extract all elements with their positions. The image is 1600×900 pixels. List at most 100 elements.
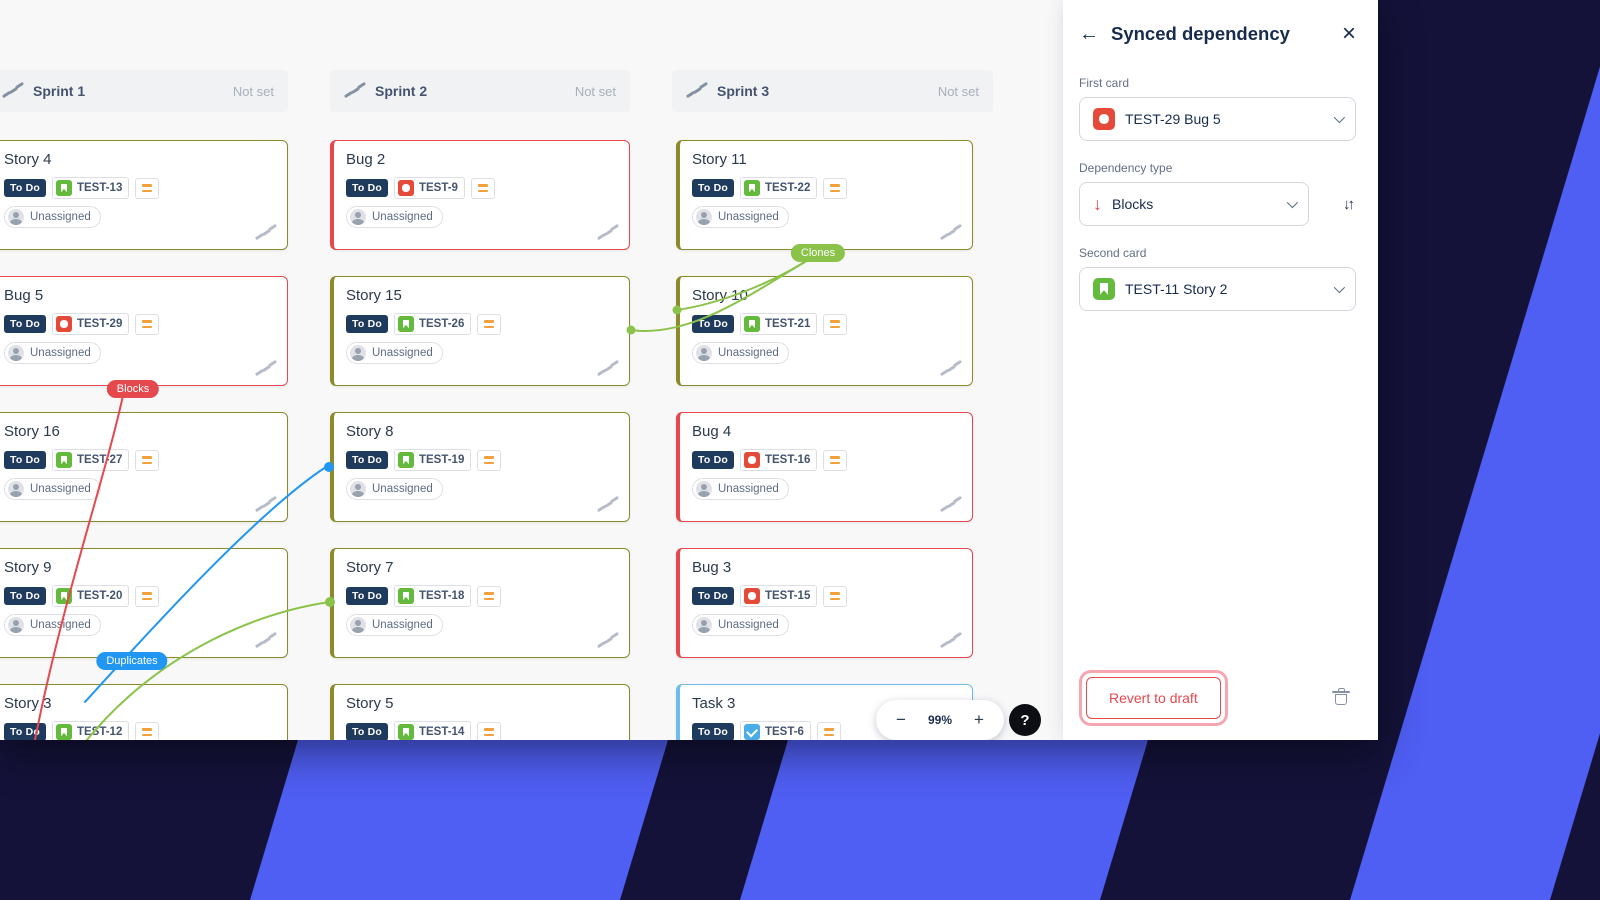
card-title: Story 5 xyxy=(346,695,394,712)
zoom-level: 99% xyxy=(927,713,953,727)
chevron-down-icon xyxy=(1333,111,1346,124)
card-bug-2[interactable]: Bug 2 To Do TEST-9 Unassigned xyxy=(330,140,630,250)
sprint-icon xyxy=(596,631,620,649)
close-icon[interactable]: × xyxy=(1341,20,1356,47)
story-icon xyxy=(743,316,760,332)
blocks-arrow-icon: ↓ xyxy=(1093,194,1102,214)
issue-key-chip: TEST-20 xyxy=(51,585,130,607)
sprint-icon xyxy=(939,495,963,513)
assignee-chip: Unassigned xyxy=(692,478,789,500)
zoom-in-button[interactable]: + xyxy=(974,710,984,729)
second-card-value: TEST-11 Story 2 xyxy=(1125,281,1228,297)
assignee-chip: Unassigned xyxy=(346,614,443,636)
bug-icon xyxy=(1093,108,1115,130)
card-title: Story 9 xyxy=(4,559,52,576)
first-card-select[interactable]: TEST-29 Bug 5 xyxy=(1079,97,1356,141)
card-story-16[interactable]: Story 16 To Do TEST-27 Unassigned xyxy=(0,412,288,522)
priority-medium-icon xyxy=(477,313,502,335)
chevron-down-icon xyxy=(1333,281,1346,294)
dependency-type-value: Blocks xyxy=(1112,196,1154,212)
app-window: Sprint 1 Not set Sprint 2 Not set Sprint… xyxy=(0,0,1378,740)
story-icon xyxy=(55,180,72,196)
sprint-icon xyxy=(939,359,963,377)
card-story-9[interactable]: Story 9 To Do TEST-20 Unassigned xyxy=(0,548,288,658)
card-story-7[interactable]: Story 7 To Do TEST-18 Unassigned xyxy=(330,548,630,658)
priority-medium-icon xyxy=(477,449,502,471)
card-title: Story 7 xyxy=(346,559,394,576)
card-title: Story 10 xyxy=(692,287,748,304)
assignee-chip: Unassigned xyxy=(4,478,101,500)
issue-key-chip: TEST-19 xyxy=(393,449,472,471)
swap-direction-icon[interactable]: ↓↑ xyxy=(1343,195,1355,213)
issue-key-chip: TEST-26 xyxy=(393,313,472,335)
link-label-duplicates[interactable]: Duplicates xyxy=(96,652,168,670)
card-story-8[interactable]: Story 8 To Do TEST-19 Unassigned xyxy=(330,412,630,522)
card-story-5[interactable]: Story 5 To Do TEST-14 Unassigned xyxy=(330,684,630,740)
sprint-icon xyxy=(685,81,709,99)
story-icon xyxy=(397,452,414,468)
priority-medium-icon xyxy=(823,313,848,335)
priority-medium-icon xyxy=(135,177,160,199)
card-story-10[interactable]: Story 10 To Do TEST-21 Unassigned xyxy=(676,276,973,386)
sprint-icon xyxy=(596,495,620,513)
status-badge: To Do xyxy=(692,451,734,469)
card-bug-5[interactable]: Bug 5 To Do TEST-29 Unassigned xyxy=(0,276,288,386)
card-story-11[interactable]: Story 11 To Do TEST-22 Unassigned xyxy=(676,140,973,250)
story-icon xyxy=(397,316,414,332)
help-button[interactable]: ? xyxy=(1009,704,1041,736)
trash-icon[interactable] xyxy=(1332,688,1350,708)
status-badge: To Do xyxy=(346,179,388,197)
assignee-chip: Unassigned xyxy=(346,206,443,228)
back-arrow-icon[interactable]: ← xyxy=(1079,22,1099,45)
bug-icon xyxy=(397,180,414,196)
avatar-icon xyxy=(696,481,712,497)
card-story-15[interactable]: Story 15 To Do TEST-26 Unassigned xyxy=(330,276,630,386)
column-date: Not set xyxy=(232,83,274,99)
status-badge: To Do xyxy=(4,315,46,333)
panel-title: Synced dependency xyxy=(1111,23,1290,44)
issue-key-chip: TEST-21 xyxy=(739,313,818,335)
sprint-icon xyxy=(596,359,620,377)
zoom-out-button[interactable]: − xyxy=(896,710,906,729)
dependency-type-select[interactable]: ↓ Blocks xyxy=(1079,182,1309,226)
priority-medium-icon xyxy=(135,585,160,607)
card-bug-3[interactable]: Bug 3 To Do TEST-15 Unassigned xyxy=(676,548,973,658)
column-name: Sprint 3 xyxy=(717,83,770,99)
issue-key-chip: TEST-12 xyxy=(51,721,130,740)
column-date: Not set xyxy=(574,83,616,99)
link-label-blocks[interactable]: Blocks xyxy=(106,380,160,398)
chevron-down-icon xyxy=(1286,196,1299,209)
status-badge: To Do xyxy=(4,723,46,740)
card-story-3[interactable]: Story 3 To Do TEST-12 Unassigned xyxy=(0,684,288,740)
first-card-value: TEST-29 Bug 5 xyxy=(1125,111,1221,127)
sprint-icon xyxy=(254,223,278,241)
card-title: Bug 5 xyxy=(4,287,44,304)
card-story-4[interactable]: Story 4 To Do TEST-13 Unassigned xyxy=(0,140,288,250)
card-title: Story 16 xyxy=(4,423,60,440)
second-card-label: Second card xyxy=(1079,246,1147,260)
avatar-icon xyxy=(8,481,24,497)
priority-medium-icon xyxy=(135,313,160,335)
card-title: Bug 3 xyxy=(692,559,732,576)
revert-to-draft-button[interactable]: Revert to draft xyxy=(1086,677,1221,719)
avatar-icon xyxy=(350,209,366,225)
bug-icon xyxy=(743,452,760,468)
sprint-icon xyxy=(939,631,963,649)
sprint-icon xyxy=(254,631,278,649)
first-card-label: First card xyxy=(1079,76,1130,90)
second-card-select[interactable]: TEST-11 Story 2 xyxy=(1079,267,1356,311)
assignee-chip: Unassigned xyxy=(4,614,101,636)
column-date: Not set xyxy=(937,83,979,99)
status-badge: To Do xyxy=(692,587,734,605)
task-icon xyxy=(743,724,760,740)
issue-key-chip: TEST-22 xyxy=(739,177,818,199)
card-bug-4[interactable]: Bug 4 To Do TEST-16 Unassigned xyxy=(676,412,973,522)
issue-key-chip: TEST-9 xyxy=(393,177,465,199)
priority-medium-icon xyxy=(470,177,495,199)
bug-icon xyxy=(743,588,760,604)
link-label-clones[interactable]: Clones xyxy=(790,244,846,262)
column-header-sprint-1: Sprint 1 Not set xyxy=(0,70,288,112)
highlight-ring: Revert to draft xyxy=(1079,670,1228,726)
card-title: Story 11 xyxy=(692,151,747,168)
card-title: Task 3 xyxy=(692,695,736,712)
